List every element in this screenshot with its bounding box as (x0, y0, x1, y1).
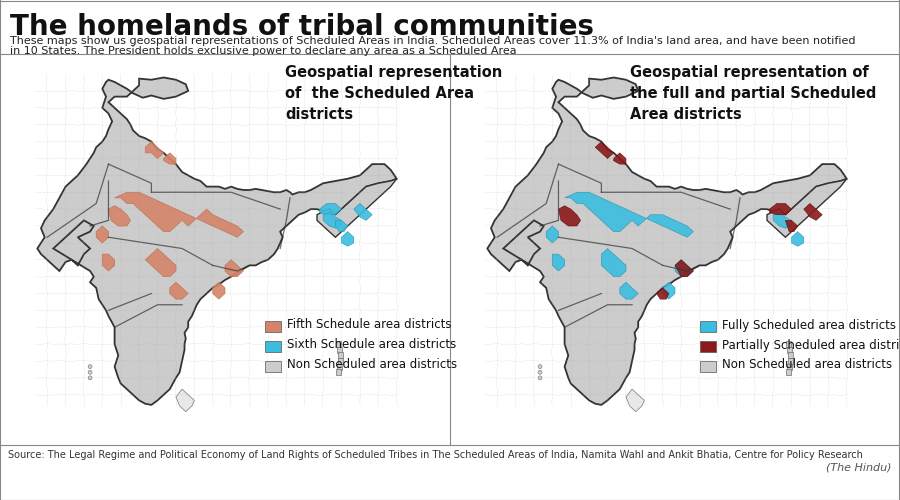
Bar (700, 361, 716, 372)
Polygon shape (145, 248, 176, 276)
Bar (338, 364, 342, 370)
Text: Fully Scheduled area districts: Fully Scheduled area districts (722, 318, 896, 332)
Polygon shape (626, 389, 644, 411)
Text: (The Hindu): (The Hindu) (826, 462, 892, 472)
Circle shape (538, 376, 542, 380)
Bar (700, 321, 716, 332)
Bar (700, 341, 716, 352)
Bar (788, 352, 793, 358)
Polygon shape (487, 78, 847, 405)
Text: These maps show us geospatial representations of Scheduled Areas in India. Sched: These maps show us geospatial representa… (10, 36, 856, 46)
Bar (265, 361, 281, 372)
Text: Sixth Schedule area districts: Sixth Schedule area districts (287, 338, 456, 351)
Bar (338, 352, 343, 358)
Polygon shape (109, 206, 130, 226)
Polygon shape (320, 204, 341, 214)
Text: Partially Scheduled area districts: Partially Scheduled area districts (722, 338, 900, 351)
Circle shape (88, 376, 92, 380)
Polygon shape (601, 248, 626, 276)
Polygon shape (675, 260, 693, 276)
Polygon shape (212, 282, 225, 299)
Bar (338, 358, 343, 364)
Polygon shape (559, 206, 580, 226)
Polygon shape (336, 220, 347, 232)
Polygon shape (546, 226, 559, 243)
Circle shape (88, 370, 92, 374)
Text: Non Scheduled area districts: Non Scheduled area districts (722, 358, 892, 372)
Polygon shape (323, 212, 341, 228)
Polygon shape (170, 282, 188, 299)
Bar (455, 57, 895, 440)
Polygon shape (770, 204, 791, 214)
Text: Source: The Legal Regime and Political Economy of Land Rights of Scheduled Tribe: Source: The Legal Regime and Political E… (8, 450, 863, 460)
Polygon shape (164, 153, 176, 164)
Bar (788, 364, 792, 370)
Polygon shape (662, 282, 675, 299)
Polygon shape (786, 220, 797, 232)
Bar (5, 57, 445, 440)
Polygon shape (614, 153, 626, 164)
Circle shape (88, 364, 92, 368)
Polygon shape (96, 226, 109, 243)
Text: The homelands of tribal communities: The homelands of tribal communities (10, 13, 594, 41)
Bar (786, 341, 791, 347)
Polygon shape (225, 260, 243, 276)
Polygon shape (791, 232, 804, 246)
Polygon shape (317, 178, 397, 237)
Bar (336, 370, 341, 376)
Polygon shape (675, 260, 693, 276)
Text: in 10 States. The President holds exclusive power to declare any area as a Sched: in 10 States. The President holds exclus… (10, 46, 517, 56)
Polygon shape (37, 78, 397, 405)
Polygon shape (564, 192, 693, 237)
Polygon shape (657, 288, 669, 299)
Bar (336, 341, 341, 347)
Bar (265, 321, 281, 332)
Bar (338, 347, 342, 353)
Text: Non Scheduled area districts: Non Scheduled area districts (287, 358, 457, 372)
Bar (788, 347, 792, 353)
Bar (265, 341, 281, 352)
Circle shape (538, 364, 542, 368)
Polygon shape (767, 178, 847, 237)
Bar (786, 370, 791, 376)
Polygon shape (773, 212, 791, 228)
Polygon shape (804, 204, 823, 220)
Polygon shape (553, 254, 564, 271)
Polygon shape (114, 192, 243, 237)
Polygon shape (354, 204, 373, 220)
Polygon shape (176, 389, 194, 411)
Polygon shape (145, 142, 164, 158)
Polygon shape (595, 142, 614, 158)
Polygon shape (341, 232, 354, 246)
Polygon shape (103, 254, 114, 271)
Polygon shape (620, 282, 638, 299)
Text: Geospatial representation
of  the Scheduled Area
districts: Geospatial representation of the Schedul… (285, 65, 502, 122)
Bar (788, 358, 793, 364)
Circle shape (538, 370, 542, 374)
Text: Geospatial representation of
the full and partial Scheduled
Area districts: Geospatial representation of the full an… (630, 65, 877, 122)
Text: Fifth Schedule area districts: Fifth Schedule area districts (287, 318, 452, 332)
